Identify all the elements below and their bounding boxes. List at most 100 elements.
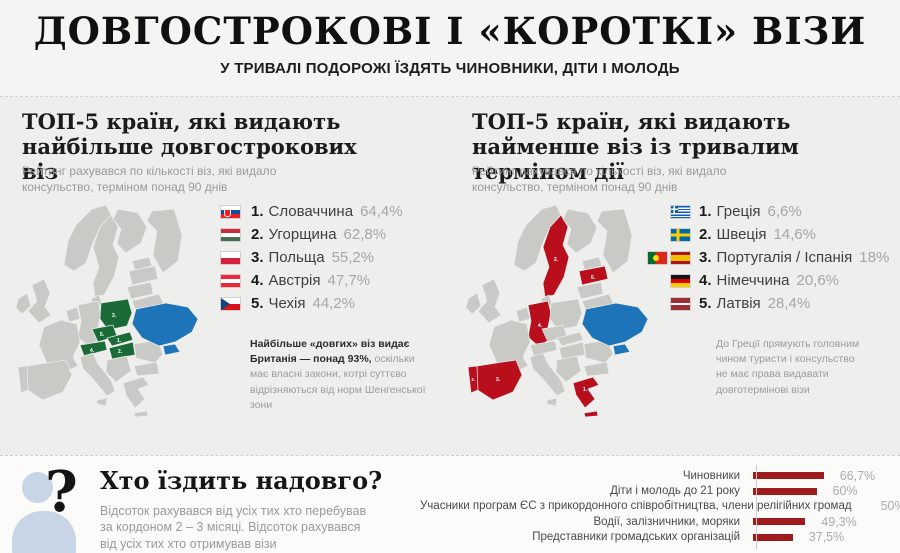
- country-name: Латвія: [716, 295, 761, 312]
- bar-value-label: 50%: [880, 499, 900, 514]
- latvia-flag-icon: [671, 297, 690, 310]
- country-name: Австрія: [268, 272, 321, 289]
- country-crete: [583, 410, 599, 418]
- country-crete: [133, 410, 149, 418]
- country-name: Швеція: [716, 226, 767, 243]
- header: ДОВГОСТРОКОВІ І «КОРОТКІ» ВІЗИ У ТРИВАЛІ…: [0, 0, 900, 97]
- ranking-flags: [648, 251, 690, 264]
- country-ireland: [15, 292, 32, 315]
- country-name: Португалія / Іспанія: [716, 249, 853, 266]
- bar: [753, 518, 806, 526]
- europe-map-green: 3. 5. 1. 4. 2.: [14, 199, 229, 455]
- bar-category-label: Представники громадських організацій: [532, 531, 740, 544]
- country-ukraine: [131, 302, 199, 347]
- panel-most-longterm-visas: ТОП-5 країн, які видають найбільше довго…: [0, 97, 450, 455]
- country-balkans: [105, 355, 132, 383]
- country-percentage: 18%: [859, 249, 890, 266]
- bar: [753, 472, 824, 480]
- rank-number: 4.: [251, 272, 264, 289]
- portugal-flag-icon: [648, 251, 667, 264]
- country-crimea: [612, 343, 631, 356]
- ranking-flags: [200, 205, 242, 218]
- country-lithuania: [126, 281, 154, 300]
- europe-map-red-svg: 2. 5. 4. 3. 3. 1.: [465, 204, 649, 418]
- country-uk: [27, 278, 52, 324]
- country-france: [38, 319, 81, 373]
- map-label-germany: 4.: [538, 323, 543, 329]
- who-goes-heading: Хто їздить надовго?: [100, 466, 383, 495]
- britain-note: Найбільше «довгих» віз видає Британія — …: [250, 337, 428, 413]
- austria-flag-icon: [221, 274, 240, 287]
- country-name: Німеччина: [716, 272, 790, 289]
- ranking-flags: [648, 228, 690, 241]
- country-percentage: 14,6%: [773, 226, 816, 243]
- country-balkans: [555, 355, 582, 383]
- rank-number: 3.: [699, 249, 712, 266]
- bar-chart-row: Діти і молодь до 21 року 60%: [420, 483, 895, 498]
- country-portugal: [467, 365, 479, 394]
- country-russia: [146, 208, 183, 274]
- country-percentage: 28,4%: [767, 295, 811, 312]
- panel-heading: ТОП-5 країн, які видають найменше віз із…: [472, 109, 799, 184]
- country-russia: [596, 208, 633, 274]
- greece-flag-icon: [671, 205, 690, 218]
- britain-note-bold: Найбільше «довгих» віз видає Британія — …: [250, 338, 410, 366]
- country-percentage: 47,7%: [327, 272, 371, 289]
- ranking-item: 2. Швеція 14,6%: [648, 223, 898, 246]
- country-sweden: [542, 214, 570, 298]
- country-sicily: [96, 397, 108, 407]
- ranking-list-least: 1. Греція 6,6% 2. Швеція 14,6% 3. Португалія / …: [648, 200, 898, 315]
- country-name: Греція: [716, 203, 761, 220]
- country-name: Словаччина: [268, 203, 354, 220]
- country-percentage: 62,8%: [343, 226, 387, 243]
- ranking-item: 1. Словаччина 64,4%: [200, 200, 445, 223]
- country-percentage: 6,6%: [767, 203, 802, 220]
- country-crimea: [162, 343, 181, 356]
- panel-subheading: Рейтинг рахувався по кількості віз, які …: [472, 164, 727, 195]
- page-subtitle: У ТРИВАЛІ ПОДОРОЖІ ЇЗДЯТЬ ЧИНОВНИКИ, ДІТ…: [220, 60, 680, 77]
- bar-value-label: 37,5%: [808, 530, 845, 545]
- main-area: ТОП-5 країн, які видають найбільше довго…: [0, 97, 900, 455]
- hungary-flag-icon: [221, 228, 240, 241]
- person-head-shape: [22, 472, 53, 503]
- ranking-flags: [648, 274, 690, 287]
- map-label-sweden: 2.: [554, 257, 559, 263]
- map-label-czechia: 5.: [100, 332, 105, 338]
- ranking-item: 4. Австрія 47,7%: [200, 269, 445, 292]
- map-label-slovakia: 1.: [117, 338, 122, 344]
- rank-number: 5.: [251, 295, 264, 312]
- country-ireland: [465, 292, 482, 315]
- country-italy: [79, 352, 116, 397]
- who-goes-description: Відсоток рахувався від усіх тих хто пере…: [100, 504, 367, 551]
- map-label-spain: 3.: [496, 377, 501, 383]
- greece-note: До Греції прямують головним чином турист…: [716, 338, 860, 396]
- ranking-item: 5. Латвія 28,4%: [648, 292, 898, 315]
- country-spain: [25, 359, 73, 401]
- ranking-list-most: 1. Словаччина 64,4% 2. Угорщина 62,8% 3. Польща…: [200, 200, 445, 315]
- bar-value-label: 60%: [832, 484, 858, 499]
- britain-note-rest: оскільки має власні закони, котрі суттєв…: [250, 353, 426, 411]
- map-label-austria: 4.: [90, 348, 95, 354]
- ranking-item: 2. Угорщина 62,8%: [200, 223, 445, 246]
- map-label-hungary: 2.: [118, 349, 123, 355]
- country-slovakia: [106, 331, 134, 347]
- country-portugal: [17, 365, 29, 394]
- rank-number: 4.: [699, 272, 712, 289]
- bar: [753, 533, 793, 541]
- country-austria: [79, 340, 108, 357]
- ranking-flags: [200, 251, 242, 264]
- country-percentage: 64,4%: [360, 203, 403, 220]
- country-france: [488, 319, 531, 373]
- bar-chart-row: Водії, залізничники, моряки 49,3%: [420, 514, 895, 529]
- bar-chart-row: Чиновники 66,7%: [420, 468, 895, 483]
- country-bulgaria: [133, 361, 160, 377]
- country-benelux: [65, 306, 81, 323]
- country-benelux: [515, 306, 531, 323]
- rank-number: 2.: [251, 226, 264, 243]
- country-finland: [562, 208, 598, 254]
- country-hungary: [558, 341, 586, 360]
- bar-chart-row: Учасники програм ЄС з прикордонного спів…: [420, 499, 900, 514]
- map-label-portugal: 3.: [471, 377, 475, 382]
- who-goes-bar-chart: Чиновники 66,7% Діти і молодь до 21 року 60…: [420, 465, 900, 549]
- who-goes-section: ? Хто їздить надовго? Відсоток рахувався…: [0, 455, 900, 553]
